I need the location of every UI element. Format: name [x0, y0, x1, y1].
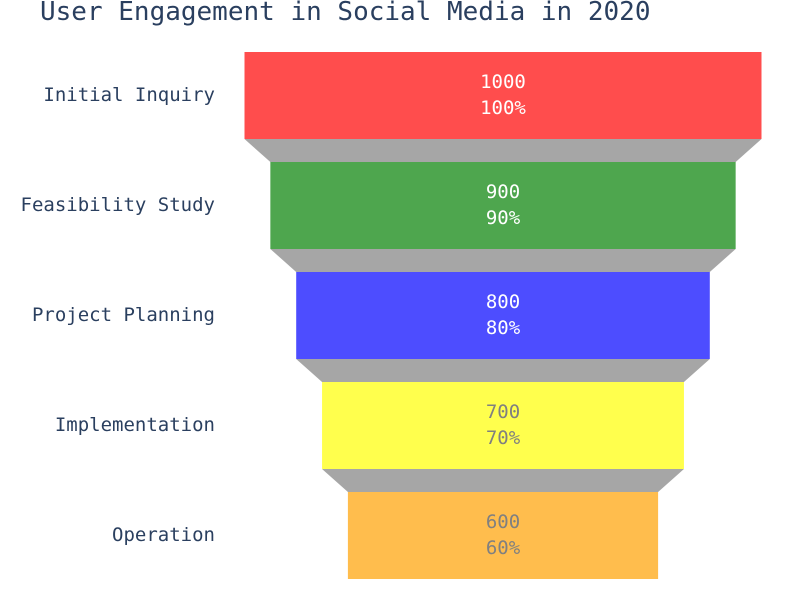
connector-feasibility-study [270, 249, 736, 272]
value-label-operation: 600 [486, 511, 520, 533]
funnel-bars [244, 52, 762, 579]
value-labels: 1000 100% 900 90% 800 80% 700 70% 600 60% [480, 71, 526, 559]
funnel-bar-operation[interactable] [347, 492, 659, 579]
value-label-initial-inquiry: 1000 [480, 71, 526, 93]
connector-implementation [322, 469, 684, 492]
value-label-feasibility-study: 900 [486, 181, 520, 203]
chart-title: User Engagement in Social Media in 2020 [40, 0, 650, 27]
value-label-implementation: 700 [486, 401, 520, 423]
funnel-bar-feasibility-study[interactable] [270, 162, 736, 249]
funnel-connectors [244, 139, 762, 492]
stage-labels: Initial Inquiry Feasibility Study Project … [21, 84, 215, 546]
percent-label-project-planning: 80% [486, 317, 521, 339]
funnel-bar-initial-inquiry[interactable] [244, 52, 762, 139]
percent-label-operation: 60% [486, 537, 521, 559]
stage-label-project-planning: Project Planning [32, 304, 215, 326]
percent-label-implementation: 70% [486, 427, 521, 449]
percent-label-feasibility-study: 90% [486, 207, 521, 229]
funnel-bar-project-planning[interactable] [296, 272, 710, 359]
stage-label-implementation: Implementation [55, 414, 215, 436]
funnel-bar-implementation[interactable] [322, 382, 684, 469]
stage-label-initial-inquiry: Initial Inquiry [43, 84, 215, 106]
stage-label-operation: Operation [112, 524, 215, 546]
value-label-project-planning: 800 [486, 291, 520, 313]
stage-label-feasibility-study: Feasibility Study [21, 194, 215, 216]
percent-label-initial-inquiry: 100% [480, 97, 526, 119]
connector-initial-inquiry [244, 139, 762, 162]
connector-project-planning [296, 359, 710, 382]
